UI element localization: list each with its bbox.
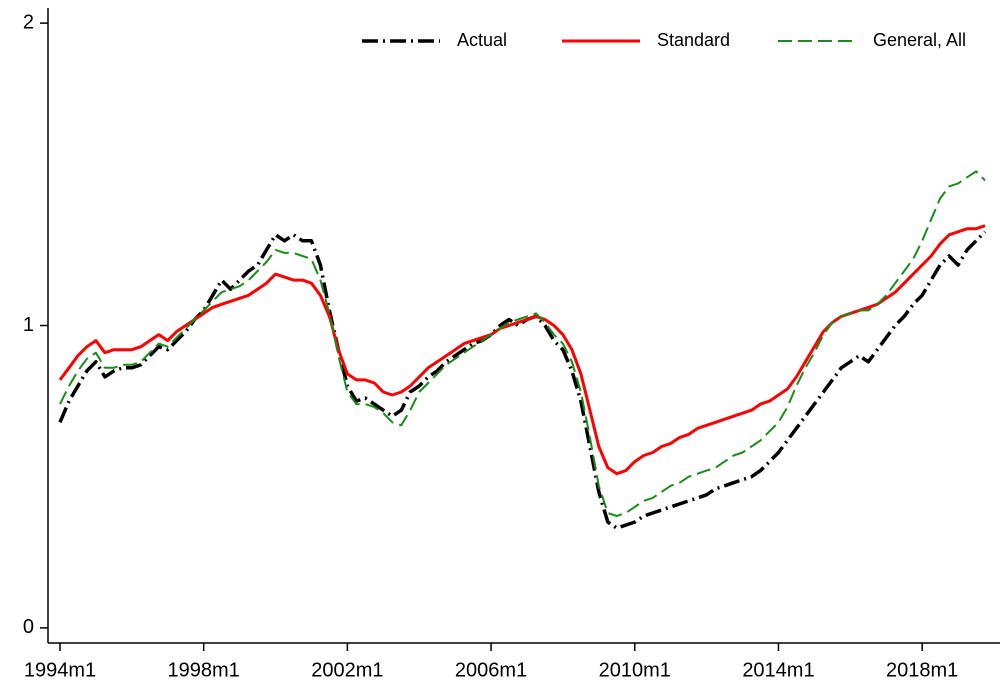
x-tick-label: 2010m1 xyxy=(599,659,671,681)
series-line xyxy=(58,230,987,530)
series-line xyxy=(58,224,986,476)
legend-label: Actual xyxy=(457,30,507,50)
x-tick-label: 2006m1 xyxy=(455,659,527,681)
y-tick-label: 2 xyxy=(23,11,34,33)
y-tick-label: 0 xyxy=(23,616,34,638)
y-tick-label: 1 xyxy=(23,314,34,336)
x-tick-label: 2018m1 xyxy=(886,659,958,681)
legend-label: General, All xyxy=(873,30,966,50)
x-tick-label: 1994m1 xyxy=(24,659,96,681)
legend-label: Standard xyxy=(657,30,730,50)
x-tick-label: 1998m1 xyxy=(168,659,240,681)
x-tick-label: 2002m1 xyxy=(311,659,383,681)
x-tick-label: 2014m1 xyxy=(742,659,814,681)
series-line xyxy=(59,170,986,517)
